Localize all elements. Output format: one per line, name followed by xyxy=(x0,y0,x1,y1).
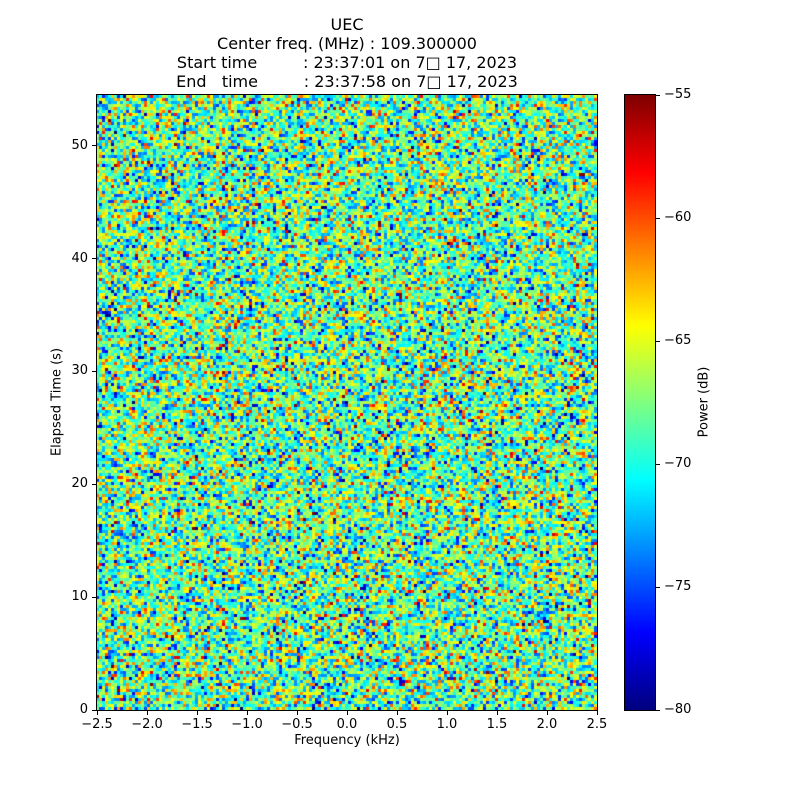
y-tick-label: 10 xyxy=(71,589,88,605)
x-tick-mark xyxy=(446,711,448,715)
x-tick-mark xyxy=(296,711,298,715)
y-tick-mark xyxy=(92,370,96,372)
chart-title-block: UEC Center freq. (MHz) : 109.300000 Star… xyxy=(97,15,597,91)
x-tick-label: −1.0 xyxy=(231,717,263,732)
y-axis-label: Elapsed Time (s) xyxy=(49,347,65,457)
end-time-line: End time : 23:37:58 on 7□ 17, 2023 xyxy=(176,72,518,91)
x-tick-label: −2.5 xyxy=(81,717,113,732)
x-tick-label: −2.0 xyxy=(131,717,163,732)
y-tick-mark xyxy=(92,258,96,260)
colorbar-tick-mark xyxy=(656,586,660,588)
center-freq-line: Center freq. (MHz) : 109.300000 xyxy=(217,34,477,53)
colorbar-tick-mark xyxy=(656,94,660,96)
x-tick-mark xyxy=(546,711,548,715)
colorbar-label: Power (dB) xyxy=(696,366,712,438)
y-tick-mark xyxy=(92,483,96,485)
x-tick-mark xyxy=(596,711,598,715)
x-tick-mark xyxy=(396,711,398,715)
colorbar-tick-mark xyxy=(656,340,660,342)
x-tick-mark xyxy=(196,711,198,715)
x-tick-label: 0.0 xyxy=(336,717,358,732)
colorbar-tick-label: −65 xyxy=(664,333,692,348)
colorbar-tick-mark xyxy=(656,463,660,465)
y-tick-mark xyxy=(92,596,96,598)
x-tick-mark xyxy=(146,711,148,715)
x-tick-label: 2.5 xyxy=(586,717,608,732)
x-tick-mark xyxy=(346,711,348,715)
colorbar-tick-label: −75 xyxy=(664,579,692,594)
y-tick-mark xyxy=(92,709,96,711)
x-tick-label: −0.5 xyxy=(281,717,313,732)
colorbar-tick-label: −80 xyxy=(664,702,692,717)
y-tick-label: 20 xyxy=(71,476,88,492)
y-tick-mark xyxy=(92,145,96,147)
colorbar-gradient xyxy=(625,95,655,710)
y-tick-label: 0 xyxy=(79,702,88,717)
x-axis-label: Frequency (kHz) xyxy=(294,733,400,748)
x-tick-label: 1.5 xyxy=(486,717,508,732)
x-tick-label: 0.5 xyxy=(386,717,408,732)
colorbar-tick-mark xyxy=(656,709,660,711)
x-tick-label: 2.0 xyxy=(536,717,558,732)
colorbar-tick-label: −70 xyxy=(664,456,692,471)
colorbar-tick-mark xyxy=(656,217,660,219)
y-tick-label: 50 xyxy=(71,137,88,153)
x-tick-mark xyxy=(246,711,248,715)
chart-title: UEC xyxy=(330,15,364,34)
x-tick-mark xyxy=(496,711,498,715)
colorbar-tick-label: −60 xyxy=(664,210,692,225)
y-tick-label: 40 xyxy=(71,250,88,266)
x-tick-mark xyxy=(96,711,98,715)
colorbar-tick-label: −55 xyxy=(664,87,692,102)
start-time-line: Start time : 23:37:01 on 7□ 17, 2023 xyxy=(176,53,518,72)
y-tick-label: 30 xyxy=(71,363,88,379)
x-tick-label: 1.0 xyxy=(436,717,458,732)
spectrogram-heatmap xyxy=(97,95,597,710)
x-tick-label: −1.5 xyxy=(181,717,213,732)
